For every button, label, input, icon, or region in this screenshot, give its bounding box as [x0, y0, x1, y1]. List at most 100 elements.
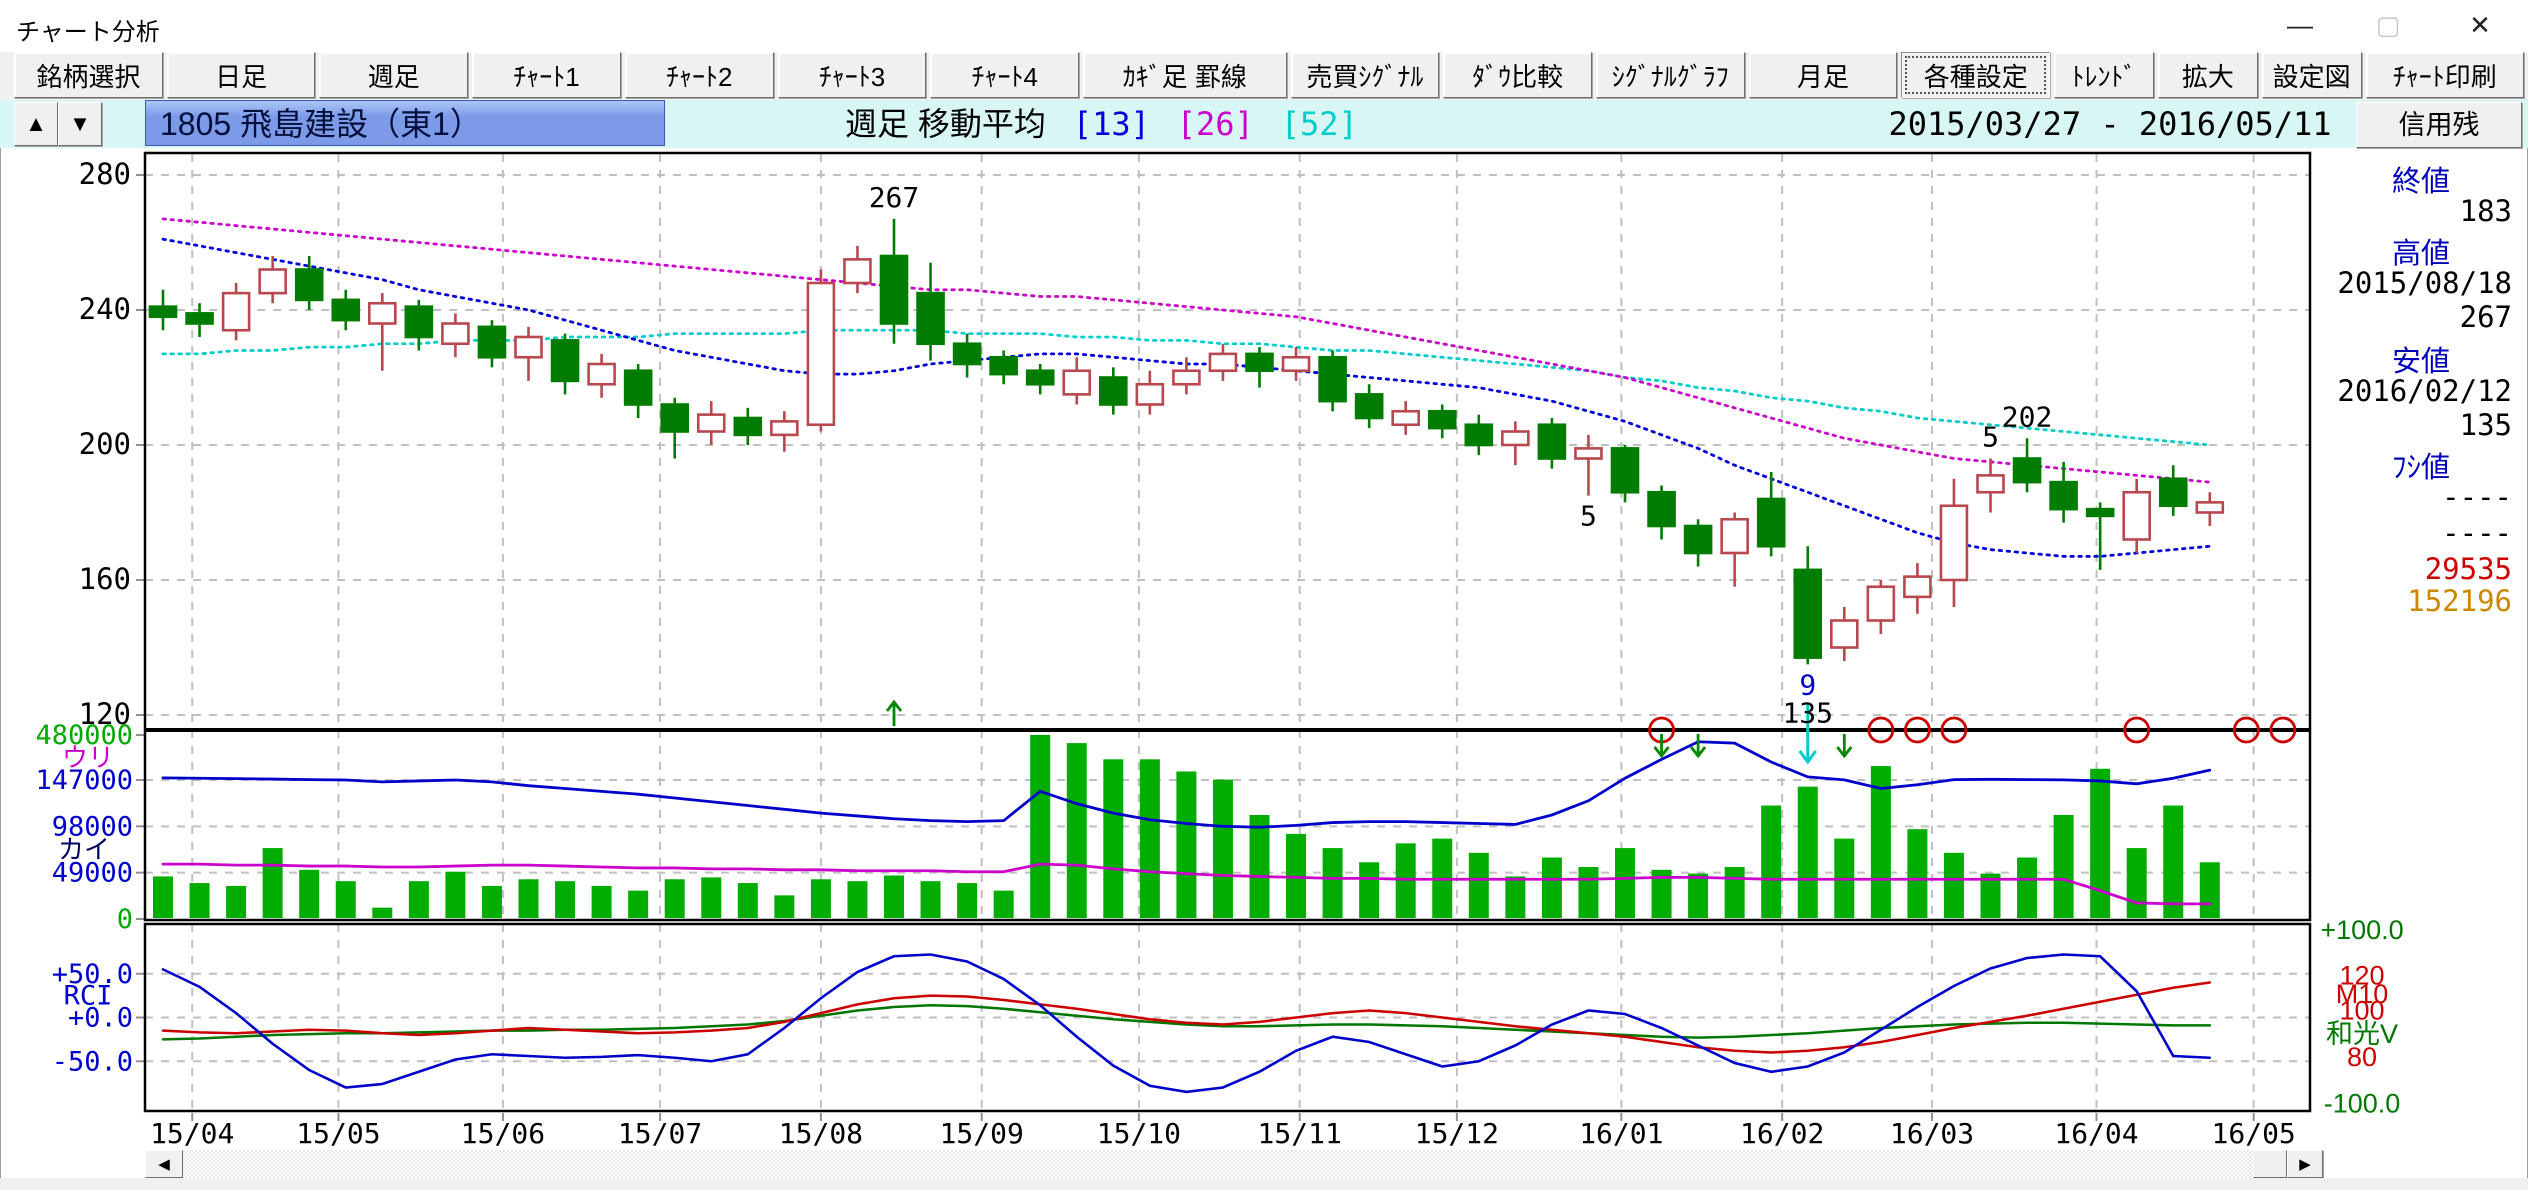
scroll-down-button[interactable]: ▼ — [58, 102, 102, 146]
toolbar-button-chart4[interactable]: ﾁｬｰﾄ4 — [930, 52, 1080, 98]
x-axis-label: 15/06 — [461, 1117, 545, 1150]
candle-body — [1245, 352, 1274, 373]
candle-body — [404, 305, 434, 339]
date-range-label: 2015/03/27 - 2016/05/11 — [1888, 105, 2332, 143]
candle-body — [1464, 423, 1494, 447]
hscroll-track[interactable] — [183, 1150, 2253, 1178]
volume-bar — [226, 885, 247, 918]
volume-bar — [555, 881, 576, 918]
signal-circle — [1904, 716, 1931, 744]
toolbar-button-dow-compare[interactable]: ﾀﾞｳ比較 — [1443, 52, 1592, 98]
candle-body — [367, 301, 397, 325]
candle-body — [258, 268, 287, 295]
toolbar-button-trade-signal[interactable]: 売買ｼｸﾞﾅﾙ — [1290, 52, 1440, 98]
stock-name-field[interactable]: 1805 飛島建設（東1） — [145, 100, 665, 146]
toolbar-button-monthly[interactable]: 月足 — [1748, 52, 1898, 98]
x-axis-label: 15/08 — [779, 1117, 863, 1150]
oscillator-panel-border — [143, 922, 2312, 1113]
candle-body — [1208, 352, 1238, 373]
volume-bar — [847, 881, 868, 918]
upper-panel-border — [143, 151, 2312, 922]
signal-up-arrow — [885, 699, 903, 726]
candle-body — [1025, 369, 1055, 386]
hscroll-thumb[interactable] — [2253, 1150, 2287, 1178]
toolbar: 銘柄選択 日足 週足 ﾁｬｰﾄ1 ﾁｬｰﾄ2 ﾁｬｰﾄ3 ﾁｬｰﾄ4 ｶｷﾞ足 … — [0, 52, 2528, 100]
period-text: 週足 移動平均 — [845, 106, 1046, 142]
volume-axis-label: 0 — [117, 904, 133, 935]
rci-line — [161, 953, 2212, 1094]
ma13-line — [161, 237, 2212, 558]
toolbar-button-zoom[interactable]: 拡大 — [2157, 52, 2258, 98]
volume-bar — [737, 883, 758, 918]
toolbar-button-signal-graph[interactable]: ｼｸﾞﾅﾙｸﾞﾗﾌ — [1595, 52, 1745, 98]
toolbar-button-chart-print[interactable]: ﾁｬｰﾄ印刷 — [2365, 52, 2525, 98]
ma13-tag: [13] — [1072, 105, 1150, 143]
price-axis-label: 160 — [79, 562, 131, 596]
close-price-value: 183 — [2459, 194, 2512, 228]
toolbar-button-trend[interactable]: ﾄﾚﾝﾄﾞ — [2054, 52, 2154, 98]
rci-axis-label: +50.0 — [52, 959, 133, 990]
x-axis-label: 15/09 — [940, 1117, 1024, 1150]
volume-bar — [1322, 848, 1343, 918]
signal-circle — [2232, 716, 2260, 744]
candle-body — [623, 369, 653, 406]
volume-bar — [2053, 814, 2074, 918]
volume-line-blue — [161, 740, 2212, 829]
volume-bar — [957, 883, 978, 918]
candle-body — [2085, 507, 2115, 518]
candle-body — [294, 268, 324, 302]
volume-bar — [372, 907, 393, 918]
candle-body — [1939, 504, 1969, 582]
toolbar-button-chart2[interactable]: ﾁｬｰﾄ2 — [624, 52, 774, 98]
minimize-button[interactable]: — — [2287, 10, 2313, 40]
toolbar-button-setting-map[interactable]: 設定図 — [2261, 52, 2362, 98]
candle-body — [2012, 457, 2042, 484]
candle-body — [1135, 382, 1165, 406]
hscroll-right-button[interactable]: ▶ — [2287, 1150, 2323, 1178]
toolbar-button-settings[interactable]: 各種設定 — [1901, 52, 2051, 98]
candle-body — [1830, 619, 1859, 649]
candle-body — [696, 413, 726, 433]
volume-bar — [920, 881, 941, 918]
candle-body — [1720, 517, 1749, 555]
volume-bar — [1249, 814, 1270, 918]
signal-circle — [1940, 716, 1968, 744]
volume-bar — [1030, 735, 1051, 918]
candle-body — [1354, 393, 1384, 420]
x-axis-label: 15/10 — [1097, 1117, 1181, 1150]
price-axis-label: 120 — [79, 697, 131, 731]
volume-sell-label: ウリ — [62, 743, 114, 773]
hscroll-left-button[interactable]: ◀ — [145, 1150, 183, 1178]
chart-annotation: 5 — [1982, 421, 1999, 454]
volume-bar — [993, 890, 1014, 918]
volume-bar — [2090, 768, 2111, 918]
signal-down-arrow — [1689, 734, 1707, 759]
volume-bar — [1688, 873, 1709, 918]
x-axis-label: 15/07 — [618, 1117, 702, 1150]
candle-body — [952, 342, 982, 366]
candle-body — [1537, 423, 1567, 460]
candle-body — [331, 298, 361, 322]
x-axis-label: 15/04 — [150, 1117, 234, 1150]
toolbar-button-chart1[interactable]: ﾁｬｰﾄ1 — [472, 52, 621, 98]
volume-axis-label: 98000 — [52, 811, 133, 842]
volume-bar — [1578, 866, 1599, 918]
toolbar-button-chart3[interactable]: ﾁｬｰﾄ3 — [777, 52, 927, 98]
credit-balance-button[interactable]: 信用残 — [2356, 102, 2522, 148]
oscillator-right-label: M10 — [2336, 979, 2389, 1009]
oscillator-right-label: +100.0 — [2320, 915, 2403, 945]
toolbar-button-stock-select[interactable]: 銘柄選択 — [14, 52, 163, 98]
volume-buy-label: カイ — [58, 835, 110, 865]
scroll-up-button[interactable]: ▲ — [14, 102, 58, 146]
volume-bar — [299, 869, 320, 918]
toolbar-button-kagi-keisen[interactable]: ｶｷﾞ足 罫線 — [1083, 52, 1287, 98]
toolbar-button-daily[interactable]: 日足 — [166, 52, 316, 98]
ma26-tag: [26] — [1176, 105, 1254, 143]
close-button[interactable]: ✕ — [2469, 10, 2491, 40]
toolbar-button-weekly[interactable]: 週足 — [319, 52, 469, 98]
candle-body — [2049, 480, 2078, 511]
rci-name-label: RCI — [64, 981, 113, 1012]
maximize-button[interactable]: ▢ — [2375, 10, 2401, 40]
